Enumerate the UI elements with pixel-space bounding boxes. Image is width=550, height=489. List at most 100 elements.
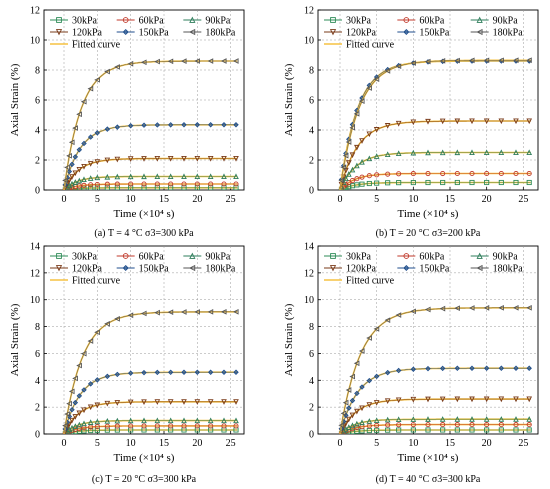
data-point [94,329,100,336]
data-point [366,173,372,179]
data-point [69,174,75,180]
data-point [194,185,200,190]
legend-item-fitted-curve: Fitted curve [50,40,121,51]
data-point [104,157,111,164]
legend-item-120kPa: 120kPa [324,28,377,39]
data-point [513,170,519,177]
data-point [221,369,227,375]
data-point [127,312,134,319]
panel-caption: (a) T = 4 °C σ3=300 kPa [94,228,194,239]
data-point [194,58,200,64]
plot-frame [317,245,539,435]
data-point [454,149,461,156]
data-point [154,423,160,429]
data-point [340,410,347,417]
x-tick-label: 20 [192,194,202,205]
data-point [395,63,402,70]
data-point [410,416,417,422]
legend-label: Fitted curve [72,276,121,287]
series-points-60kPa [62,181,239,190]
legend-label: 180kPa [205,28,236,39]
data-point [81,140,87,147]
data-point [154,399,161,405]
legend-marker [329,29,337,36]
data-point [526,170,532,177]
data-point [373,417,380,423]
data-point [425,427,431,433]
legend-label: 150kPa [139,264,170,275]
legend-label: 60kPa [139,252,165,263]
series-line-90kPa [339,152,531,190]
legend: 30kPa 60kPa 90kPa 120kPa 150kPa 180kPa Fitted … [324,252,523,287]
series-points-180kPa [62,308,239,429]
y-tick-label: 12 [304,6,314,17]
data-point [181,423,187,429]
data-point [94,377,101,383]
data-point [359,181,365,187]
data-point [396,171,402,177]
chart-panel-a: 0 2 4 6 8 10 12 0 5 10 15 20 25 Time (×10⁴ s) Axial St… [9,6,245,239]
y-tick-label: 12 [30,6,40,17]
series-points-180kPa [62,58,239,184]
data-point [154,58,160,65]
data-point [526,365,532,371]
chart-panel-c: 0 2 4 6 8 10 12 14 0 5 10 15 20 25 Time (×10⁴ s) Axial … [9,242,245,485]
data-point [194,155,201,162]
data-point [469,179,475,186]
data-point [440,179,446,186]
data-point [221,181,227,187]
legend-marker [56,17,62,23]
data-point [68,388,75,395]
data-point [128,185,134,190]
data-point [345,416,352,423]
data-point [104,373,111,380]
data-point [498,149,505,156]
data-point [62,422,68,429]
legend-item-150kPa: 150kPa [116,264,170,275]
data-point [366,335,372,341]
data-point [498,57,504,64]
data-point [349,124,356,131]
data-point [127,417,134,424]
data-point [359,384,365,390]
data-point [513,149,519,156]
data-point [76,147,83,153]
series-line-120kPa [339,398,531,434]
legend-item-90kPa: 90kPa [470,252,518,263]
y-tick-label: 4 [309,126,314,137]
series-points-90kPa [63,173,239,190]
data-point [141,156,147,162]
y-tick-label: 14 [30,242,40,253]
legend-label: 150kPa [419,264,450,275]
data-point [114,423,120,429]
legend-label: 120kPa [346,264,377,275]
x-tick-label: 10 [126,194,136,205]
data-point [384,416,391,423]
y-axis-label: Axial Strain (%) [9,303,21,376]
data-point [366,155,373,162]
y-tick-label: 6 [309,349,314,360]
data-point [425,149,431,156]
legend-item-fitted-curve: Fitted curve [324,276,395,287]
data-point [373,127,380,133]
data-point [94,427,100,433]
data-point [76,167,83,173]
data-point [354,428,360,434]
data-point [425,416,431,422]
data-point [104,400,111,407]
data-point [208,423,214,429]
legend-item-120kPa: 120kPa [324,264,377,275]
legend-item-180kPa: 180kPa [183,28,236,39]
data-point [181,181,187,187]
data-point [498,416,505,422]
data-point [221,399,227,405]
data-point [354,176,360,182]
legend-item-30kPa: 30kPa [324,16,372,27]
data-point [207,399,214,405]
data-point [454,118,461,125]
data-point [396,180,402,186]
data-point [395,397,402,404]
data-point [87,338,94,344]
x-tick-label: 10 [126,438,136,449]
data-point [72,179,79,185]
